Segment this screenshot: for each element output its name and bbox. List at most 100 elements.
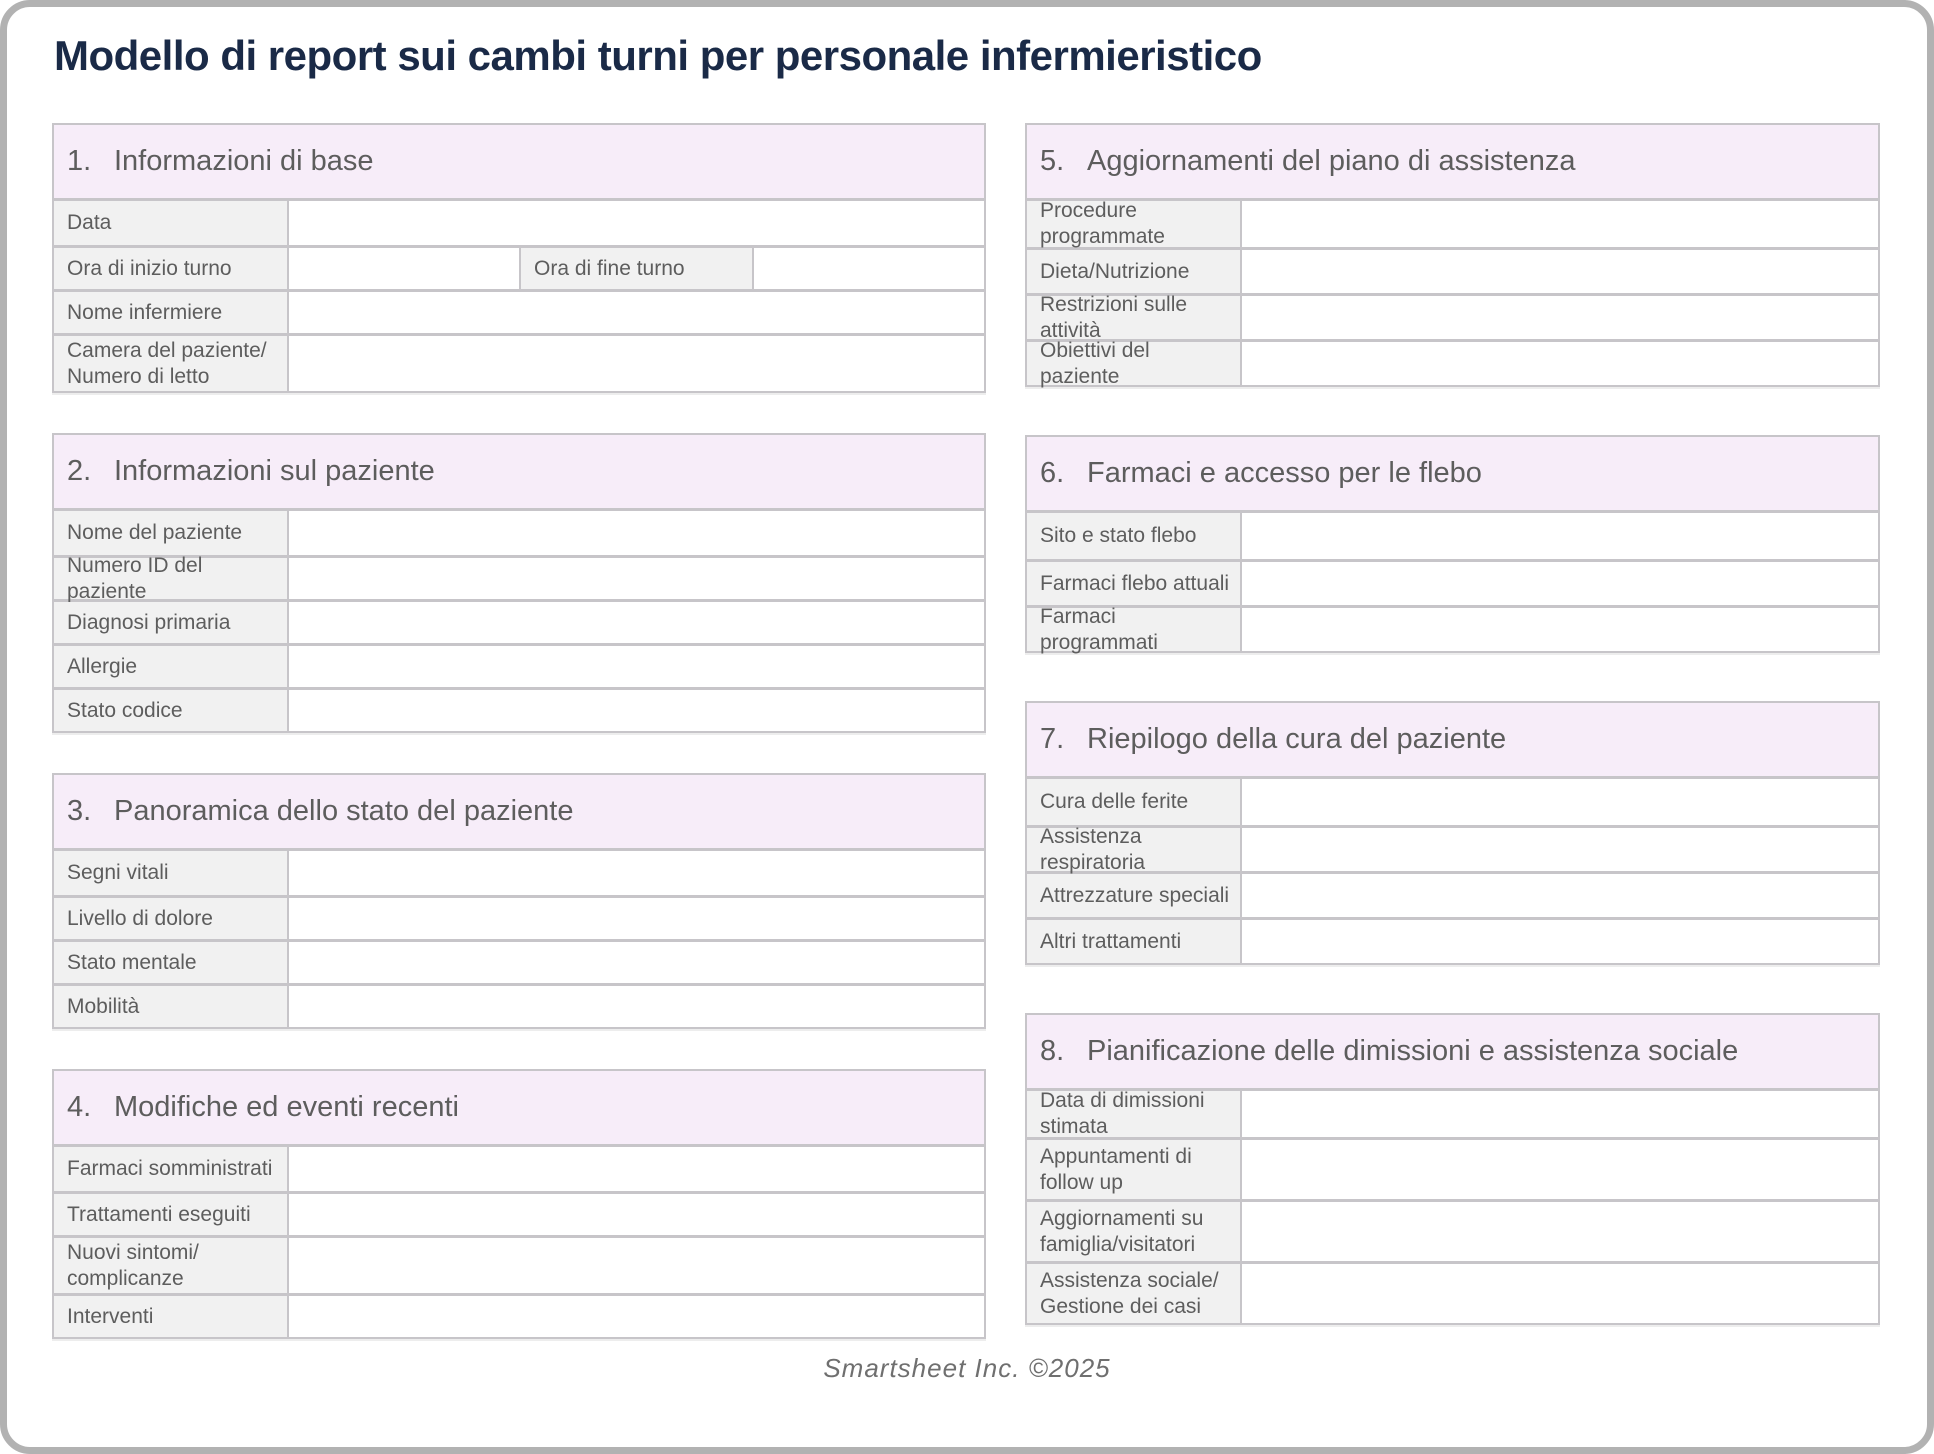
section-title: Informazioni sul paziente xyxy=(114,455,435,487)
form-section-7: 7. Riepilogo della cura del paziente Cura … xyxy=(1025,701,1880,965)
table-row: Altri trattamenti xyxy=(1027,917,1878,963)
field-label-line: Procedure programmate xyxy=(1040,199,1165,248)
table-row: Nome del paziente xyxy=(54,511,984,555)
field-label: Farmaci flebo attuali xyxy=(1027,562,1240,605)
field-input-cell[interactable] xyxy=(1239,779,1878,825)
field-input-cell[interactable] xyxy=(1239,1091,1878,1137)
section-number: 4. xyxy=(67,1091,92,1123)
field-label: Livello di dolore xyxy=(54,898,287,939)
section-number: 8. xyxy=(1040,1035,1065,1067)
field-label: Stato codice xyxy=(54,690,287,731)
field-input-cell[interactable] xyxy=(1239,1140,1878,1199)
field-input-cell[interactable] xyxy=(1239,608,1878,651)
field-label-line: Nuovi sintomi/ xyxy=(67,1240,199,1264)
section-header: 6. Farmaci e accesso per le flebo xyxy=(1027,437,1878,513)
field-label: Allergie xyxy=(54,646,287,687)
field-input-cell[interactable] xyxy=(286,1147,984,1191)
form-section-8: 8. Pianificazione delle dimissioni e assi… xyxy=(1025,1013,1880,1325)
field-input-cell[interactable] xyxy=(286,690,984,731)
field-input-cell[interactable] xyxy=(1239,1264,1878,1323)
field-label-line: Cura delle ferite xyxy=(1040,790,1189,813)
field-label: Restrizioni sulle attività xyxy=(1027,293,1240,342)
field-label: Trattamenti eseguiti xyxy=(54,1194,287,1235)
field-input-cell[interactable] xyxy=(1239,513,1878,559)
field-label-line: Stato mentale xyxy=(67,950,197,974)
table-row: Appuntamenti di follow up xyxy=(1027,1137,1878,1199)
field-input-cell[interactable] xyxy=(1239,201,1878,247)
section-title: Panoramica dello stato del paziente xyxy=(114,795,574,827)
field-label-line: Farmaci somministrati xyxy=(67,1157,273,1180)
field-input-cell[interactable] xyxy=(286,602,984,643)
table-row: Farmaci somministrati xyxy=(54,1147,984,1191)
field-input-cell[interactable] xyxy=(286,292,984,333)
form-section-1: 1. Informazioni di base Data Ora di inizio … xyxy=(52,123,986,393)
field-input-cell[interactable] xyxy=(286,511,984,555)
section-header: 2. Informazioni sul paziente xyxy=(54,435,984,511)
field-label: Appuntamenti di follow up xyxy=(1027,1140,1240,1199)
field-label-line: Data xyxy=(67,211,112,234)
field-label-line: Sito e stato flebo xyxy=(1040,524,1197,547)
section-title: Pianificazione delle dimissioni e assist… xyxy=(1087,1035,1739,1067)
field-input-cell[interactable] xyxy=(286,336,984,391)
table-row: Camera del paziente/Numero di letto xyxy=(54,333,984,391)
field-label-line: Numero ID del paziente xyxy=(67,553,203,603)
field-input-cell[interactable] xyxy=(1239,920,1878,963)
field-label: Dieta/Nutrizione xyxy=(1027,250,1240,293)
table-row: Dieta/Nutrizione xyxy=(1027,247,1878,293)
field-label: Ora di fine turno xyxy=(519,248,752,289)
field-input-cell[interactable] xyxy=(1239,828,1878,871)
table-row: Stato mentale xyxy=(54,939,984,983)
field-input-cell[interactable] xyxy=(1239,342,1878,385)
table-row: Data di dimissioni stimata xyxy=(1027,1089,1878,1138)
field-input-cell[interactable] xyxy=(286,1238,984,1293)
field-input-cell[interactable] xyxy=(286,646,984,687)
table-row: Nome infermiere xyxy=(54,289,984,333)
table-row: Interventi xyxy=(54,1293,984,1337)
field-input-cell[interactable] xyxy=(1239,250,1878,293)
section-title: Modifiche ed eventi recenti xyxy=(114,1091,459,1123)
table-row: Data xyxy=(54,201,984,245)
section-header: 5. Aggiornamenti del piano di assistenza xyxy=(1027,125,1878,201)
field-label-line: Allergie xyxy=(67,654,138,678)
field-label-line: Interventi xyxy=(67,1304,154,1328)
table-row: Stato codice xyxy=(54,687,984,731)
field-label: Nome del paziente xyxy=(54,511,287,555)
table-row: Mobilità xyxy=(54,983,984,1027)
field-input-cell[interactable] xyxy=(286,558,984,599)
field-label: Interventi xyxy=(54,1296,287,1337)
section-title: Informazioni di base xyxy=(114,145,374,177)
field-label: Data di dimissioni stimata xyxy=(1027,1089,1240,1138)
field-input-cell[interactable] xyxy=(286,1194,984,1235)
table-row: Restrizioni sulle attività xyxy=(1027,293,1878,342)
table-row: Cura delle ferite xyxy=(1027,779,1878,825)
table-row: Obiettivi del paziente xyxy=(1027,339,1878,388)
field-input-cell[interactable] xyxy=(751,248,984,289)
field-input-cell[interactable] xyxy=(286,898,984,939)
field-input-cell[interactable] xyxy=(286,248,519,289)
section-number: 1. xyxy=(67,145,92,177)
field-label-line: Dieta/Nutrizione xyxy=(1040,259,1190,283)
field-input-cell[interactable] xyxy=(1239,1202,1878,1261)
field-input-cell[interactable] xyxy=(1239,874,1878,917)
field-label-line: Nome infermiere xyxy=(67,300,223,324)
field-label: Aggiornamenti su famiglia/visitatori xyxy=(1027,1202,1240,1261)
field-label: Sito e stato flebo xyxy=(1027,513,1240,559)
field-label: Cura delle ferite xyxy=(1027,779,1240,825)
field-label-line: Trattamenti eseguiti xyxy=(67,1202,251,1226)
column-left: 1. Informazioni di base Data Ora di inizio … xyxy=(52,123,986,1339)
field-input-cell[interactable] xyxy=(1239,296,1878,339)
field-input-cell[interactable] xyxy=(286,942,984,983)
field-label-line: Farmaci programmati xyxy=(1040,604,1158,654)
field-input-cell[interactable] xyxy=(286,1296,984,1337)
table-row: Nuovi sintomi/complicanze xyxy=(54,1235,984,1293)
section-number: 2. xyxy=(67,455,92,487)
form-columns: 1. Informazioni di base Data Ora di inizio … xyxy=(52,123,1880,1339)
field-input-cell[interactable] xyxy=(1239,562,1878,605)
field-label: Diagnosi primaria xyxy=(54,602,287,643)
field-input-cell[interactable] xyxy=(286,851,984,895)
field-input-cell[interactable] xyxy=(286,201,984,245)
field-label: Mobilità xyxy=(54,986,287,1027)
field-input-cell[interactable] xyxy=(286,986,984,1027)
field-label: Farmaci somministrati xyxy=(54,1147,287,1191)
